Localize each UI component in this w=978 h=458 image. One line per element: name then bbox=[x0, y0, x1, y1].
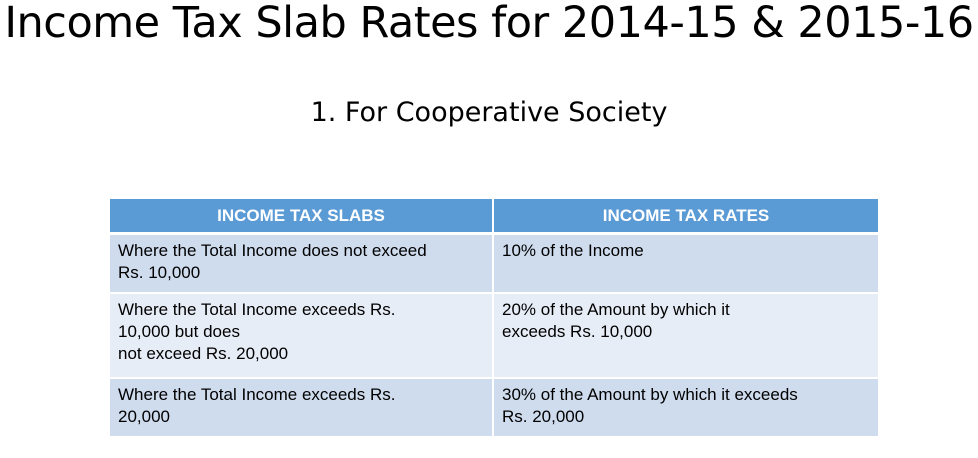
rate-text: 20% of the Amount by which it bbox=[502, 300, 730, 319]
rate-cell: 10% of the Income bbox=[492, 232, 878, 293]
page-subtitle: 1. For Cooperative Society bbox=[310, 97, 668, 128]
slab-text: Rs. 10,000 bbox=[118, 263, 201, 282]
rate-text: 30% of the Amount by which it exceeds bbox=[502, 385, 798, 404]
header-income-tax-rates: INCOME TAX RATES bbox=[492, 199, 878, 235]
table-header-row: INCOME TAX SLABS INCOME TAX RATES bbox=[110, 199, 878, 235]
table-row: Where the Total Income exceeds Rs. 10,00… bbox=[110, 292, 878, 378]
slab-text: 10,000 but does bbox=[118, 322, 240, 341]
rate-cell: 30% of the Amount by which it exceeds Rs… bbox=[492, 377, 878, 436]
table-row: Where the Total Income does not exceed R… bbox=[110, 232, 878, 293]
slab-text: not exceed Rs. 20,000 bbox=[118, 344, 289, 363]
header-income-tax-slabs: INCOME TAX SLABS bbox=[110, 199, 493, 235]
rate-text: Rs. 20,000 bbox=[502, 407, 585, 426]
slab-cell: Where the Total Income does not exceed R… bbox=[110, 232, 493, 293]
slab-text: Where the Total Income exceeds Rs. bbox=[118, 385, 396, 404]
rate-cell: 20% of the Amount by which it exceeds Rs… bbox=[492, 292, 878, 378]
rate-text: exceeds Rs. 10,000 bbox=[502, 322, 653, 341]
page-title: Income Tax Slab Rates for 2014-15 & 2015… bbox=[4, 0, 974, 48]
slab-cell: Where the Total Income exceeds Rs. 20,00… bbox=[110, 377, 493, 436]
slab-text: Where the Total Income exceeds Rs. bbox=[118, 300, 396, 319]
tax-slab-table: INCOME TAX SLABS INCOME TAX RATES Where … bbox=[110, 199, 878, 436]
rate-text: 10% of the Income bbox=[502, 241, 644, 260]
table-row: Where the Total Income exceeds Rs. 20,00… bbox=[110, 377, 878, 436]
slab-text: Where the Total Income does not exceed bbox=[118, 241, 427, 260]
slab-cell: Where the Total Income exceeds Rs. 10,00… bbox=[110, 292, 493, 378]
slab-text: 20,000 bbox=[118, 407, 170, 426]
